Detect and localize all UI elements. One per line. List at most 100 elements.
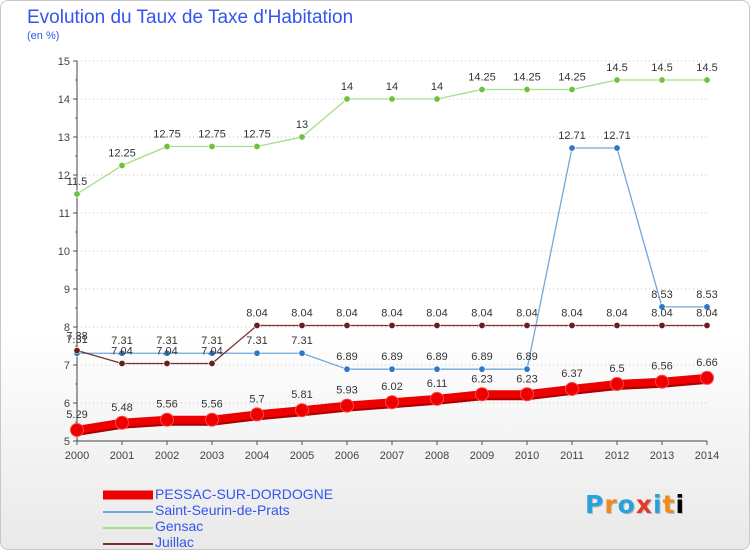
data-label: 14.5 [651, 62, 672, 74]
x-tick-label: 2008 [425, 450, 449, 462]
y-tick-label: 14 [58, 94, 70, 106]
x-tick-label: 2006 [335, 450, 359, 462]
data-label: 12.75 [153, 129, 181, 141]
data-label-layer: 5.29 5.48 5.56 5.56 5.7 5.81 5.93 6.02 6.11 6.23 6… [66, 62, 717, 421]
data-point [433, 365, 441, 373]
data-point [298, 349, 306, 357]
data-label: 7.04 [201, 345, 222, 357]
data-point [163, 143, 171, 151]
data-label: 14.25 [468, 72, 496, 84]
data-point [70, 422, 84, 437]
data-label: 8.04 [696, 307, 717, 319]
data-label: 8.53 [651, 289, 672, 301]
data-point [610, 377, 624, 391]
data-point [388, 365, 396, 373]
chart-subtitle: (en %) [27, 30, 60, 42]
data-label: 11.5 [67, 176, 88, 188]
data-label: 8.04 [651, 307, 672, 319]
data-label: 7.31 [291, 335, 312, 347]
x-tick-label: 2005 [290, 450, 314, 462]
data-point [298, 321, 306, 329]
data-point [613, 144, 621, 152]
data-label: 7.31 [156, 335, 177, 347]
legend-swatch-gensac [103, 527, 153, 529]
data-point [655, 374, 669, 389]
data-label: 8.04 [291, 307, 312, 319]
data-label: 14.25 [513, 72, 541, 84]
chart-title: Evolution du Taux de Taxe d'Habitation [27, 7, 354, 28]
data-label: 8.04 [426, 307, 447, 319]
data-point [568, 321, 576, 329]
y-tick-label: 5 [64, 436, 70, 448]
data-label: 8.53 [696, 289, 717, 301]
data-point [208, 359, 216, 367]
data-label: 6.11 [427, 378, 448, 390]
data-label: 7.04 [111, 345, 132, 357]
data-label: 6.5 [609, 363, 624, 375]
data-point [700, 370, 714, 385]
y-tick-label: 11 [59, 208, 70, 220]
y-tick-label: 8 [64, 322, 70, 334]
data-label: 12.71 [558, 130, 586, 142]
data-point [340, 398, 354, 413]
data-label: 12.75 [243, 129, 271, 141]
data-point [163, 349, 171, 357]
data-label: 6.56 [651, 361, 672, 373]
data-label: 14.25 [558, 72, 586, 84]
data-point [613, 76, 621, 84]
x-tick-label: 2002 [155, 450, 179, 462]
data-label: 6.89 [336, 351, 357, 363]
data-point [208, 349, 216, 357]
data-label: 6.89 [516, 351, 537, 363]
data-label: 6.89 [471, 351, 492, 363]
x-tick-label: 2007 [380, 450, 404, 462]
data-point [298, 133, 306, 141]
data-label: 5.56 [201, 399, 222, 411]
data-label: 6.02 [381, 381, 402, 393]
data-point [73, 190, 81, 198]
data-label: 6.23 [516, 373, 537, 385]
data-label: 7.31 [246, 335, 267, 347]
data-label: 6.23 [471, 373, 492, 385]
data-label: 8.04 [381, 307, 402, 319]
y-tick-label: 7 [64, 360, 70, 372]
legend-label-juillac: Juillac [155, 534, 194, 550]
data-label: 5.48 [111, 402, 132, 414]
proxiti-logo: Proxiti [585, 490, 686, 519]
data-label: 6.37 [561, 368, 582, 380]
x-tick-label: 2009 [470, 450, 494, 462]
data-point [520, 387, 534, 402]
data-label: 8.04 [336, 307, 357, 319]
data-point [115, 415, 129, 430]
data-label: 8.04 [516, 307, 537, 319]
y-tick-label: 13 [58, 132, 70, 144]
data-label: 14 [386, 81, 398, 93]
data-point [205, 412, 219, 427]
x-tick-label: 2000 [65, 450, 89, 462]
legend-label-pessac: PESSAC-SUR-DORDOGNE [155, 486, 334, 502]
data-label: 12.71 [603, 130, 631, 142]
data-point [343, 365, 351, 373]
data-point [433, 321, 441, 329]
data-point [565, 381, 579, 396]
data-label: 6.66 [696, 357, 717, 369]
data-label: 7.31 [66, 334, 87, 346]
data-point [478, 86, 486, 94]
data-label: 12.25 [108, 148, 136, 160]
data-label: 7.31 [111, 335, 132, 347]
data-label: 12.75 [198, 129, 226, 141]
data-point [523, 86, 531, 94]
data-point [385, 395, 399, 410]
data-point [118, 162, 126, 170]
series-layer [70, 76, 714, 437]
x-tick-label: 2004 [245, 450, 269, 462]
data-point [523, 321, 531, 329]
data-label: 5.7 [249, 393, 264, 405]
data-point [343, 321, 351, 329]
legend-swatch-juillac [103, 543, 153, 545]
data-point [703, 321, 711, 329]
legend-label-saint-seurin: Saint-Seurin-de-Prats [155, 502, 290, 518]
data-point [478, 321, 486, 329]
x-tick-label: 2003 [200, 450, 224, 462]
